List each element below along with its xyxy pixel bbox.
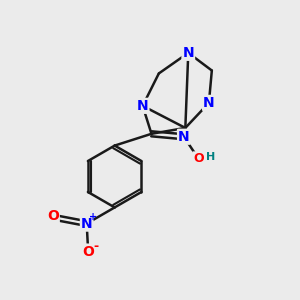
Text: N: N: [178, 130, 190, 144]
Text: +: +: [89, 212, 97, 222]
Text: N: N: [137, 99, 148, 113]
Text: N: N: [203, 96, 215, 110]
Text: N: N: [81, 217, 92, 231]
Text: O: O: [47, 209, 59, 223]
Text: N: N: [182, 46, 194, 60]
Text: O: O: [193, 152, 204, 165]
Text: H: H: [206, 152, 216, 162]
Text: O: O: [82, 244, 94, 259]
Text: -: -: [94, 240, 99, 253]
